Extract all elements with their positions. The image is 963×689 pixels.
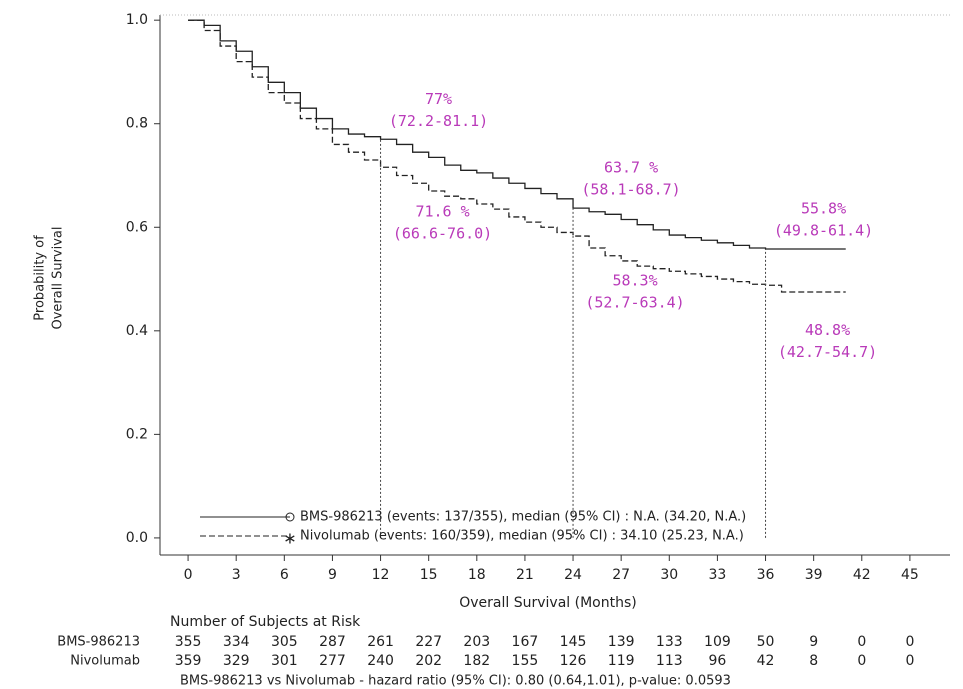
- x-tick-label: 21: [516, 567, 534, 583]
- annotation-ci: (49.8-61.4): [774, 222, 873, 240]
- footnote: BMS-986213 vs Nivolumab - hazard ratio (…: [180, 674, 731, 689]
- risk-count: 145: [560, 634, 587, 650]
- y-tick-label: 1.0: [126, 12, 148, 28]
- risk-count: 113: [656, 653, 683, 669]
- y-axis-label: Overall Survival: [51, 226, 66, 329]
- risk-count: 277: [319, 653, 346, 669]
- annotation-label: 71.6 %: [415, 203, 469, 221]
- legend-label: BMS-986213 (events: 137/355), median (95…: [300, 510, 746, 525]
- x-tick-label: 12: [372, 567, 390, 583]
- survival-curve: [188, 19, 846, 250]
- x-tick-label: 0: [184, 567, 193, 583]
- annotation-label: 58.3%: [612, 272, 657, 290]
- x-tick-label: 9: [328, 567, 337, 583]
- legend-marker: ∗: [283, 529, 296, 548]
- risk-count: 227: [415, 634, 442, 650]
- risk-count: 139: [608, 634, 635, 650]
- y-tick-label: 0.6: [126, 219, 148, 235]
- risk-count: 334: [223, 634, 250, 650]
- x-tick-label: 45: [901, 567, 919, 583]
- risk-count: 305: [271, 634, 298, 650]
- risk-count: 96: [708, 653, 726, 669]
- risk-count: 0: [905, 653, 914, 669]
- y-tick-label: 0.0: [126, 530, 148, 546]
- risk-count: 8: [809, 653, 818, 669]
- risk-table-title: Number of Subjects at Risk: [170, 614, 361, 630]
- annotation-ci: (72.2-81.1): [389, 112, 488, 130]
- risk-count: 0: [857, 634, 866, 650]
- risk-count: 0: [905, 634, 914, 650]
- risk-count: 133: [656, 634, 683, 650]
- risk-count: 182: [463, 653, 490, 669]
- annotation-label: 55.8%: [801, 200, 846, 218]
- y-tick-label: 0.2: [126, 426, 148, 442]
- risk-row-label: BMS-986213: [57, 635, 140, 650]
- risk-count: 9: [809, 634, 818, 650]
- annotation-label: 63.7 %: [604, 159, 658, 177]
- risk-count: 301: [271, 653, 298, 669]
- risk-count: 109: [704, 634, 731, 650]
- risk-count: 261: [367, 634, 394, 650]
- annotation-ci: (42.7-54.7): [778, 343, 877, 361]
- risk-count: 240: [367, 653, 394, 669]
- risk-count: 50: [757, 634, 775, 650]
- x-tick-label: 24: [564, 567, 582, 583]
- risk-count: 155: [512, 653, 539, 669]
- risk-count: 359: [175, 653, 202, 669]
- risk-count: 0: [857, 653, 866, 669]
- risk-count: 203: [463, 634, 490, 650]
- x-tick-label: 27: [612, 567, 630, 583]
- x-tick-label: 15: [420, 567, 438, 583]
- risk-count: 167: [512, 634, 539, 650]
- x-tick-label: 39: [805, 567, 823, 583]
- risk-count: 329: [223, 653, 250, 669]
- x-tick-label: 42: [853, 567, 871, 583]
- x-tick-label: 33: [708, 567, 726, 583]
- risk-count: 355: [175, 634, 202, 650]
- risk-count: 126: [560, 653, 587, 669]
- x-tick-label: 3: [232, 567, 241, 583]
- y-tick-label: 0.4: [126, 323, 148, 339]
- risk-row-label: Nivolumab: [70, 654, 140, 669]
- annotation-ci: (58.1-68.7): [581, 181, 680, 199]
- annotation-label: 48.8%: [805, 321, 850, 339]
- annotation-ci: (52.7-63.4): [585, 294, 684, 312]
- risk-count: 42: [757, 653, 775, 669]
- annotation-label: 77%: [425, 90, 452, 108]
- y-tick-label: 0.8: [126, 116, 148, 132]
- x-tick-label: 18: [468, 567, 486, 583]
- survival-curve: [188, 19, 846, 293]
- x-axis-label: Overall Survival (Months): [459, 595, 636, 611]
- x-tick-label: 6: [280, 567, 289, 583]
- risk-count: 287: [319, 634, 346, 650]
- risk-count: 119: [608, 653, 635, 669]
- x-tick-label: 30: [660, 567, 678, 583]
- legend-label: Nivolumab (events: 160/359), median (95%…: [300, 529, 744, 544]
- y-axis-label: Probability of: [33, 235, 48, 321]
- annotation-ci: (66.6-76.0): [393, 225, 492, 243]
- risk-count: 202: [415, 653, 442, 669]
- x-tick-label: 36: [757, 567, 775, 583]
- legend-marker: [285, 512, 295, 522]
